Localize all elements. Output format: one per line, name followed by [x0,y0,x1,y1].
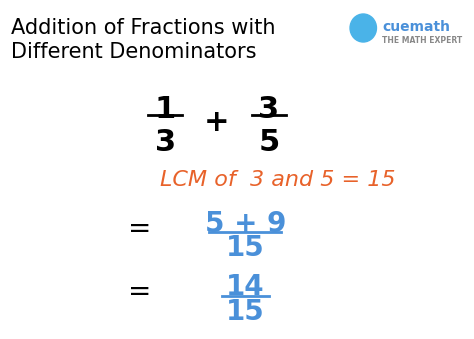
Text: 5: 5 [258,128,280,157]
Text: 5 + 9: 5 + 9 [205,210,286,238]
Text: =: = [128,215,151,243]
Text: +: + [204,108,230,137]
Text: Different Denominators: Different Denominators [11,42,257,62]
Text: Addition of Fractions with: Addition of Fractions with [11,18,276,38]
Text: LCM of  3 and 5 = 15: LCM of 3 and 5 = 15 [160,170,396,190]
Circle shape [350,14,376,42]
Text: 3: 3 [258,95,280,124]
Text: THE MATH EXPERT: THE MATH EXPERT [382,36,462,45]
Text: 3: 3 [155,128,176,157]
Text: 14: 14 [226,273,264,301]
Text: 1: 1 [155,95,176,124]
Text: =: = [128,278,151,306]
Text: cuemath: cuemath [382,20,450,34]
Text: 15: 15 [226,298,264,326]
Text: 15: 15 [226,234,264,262]
